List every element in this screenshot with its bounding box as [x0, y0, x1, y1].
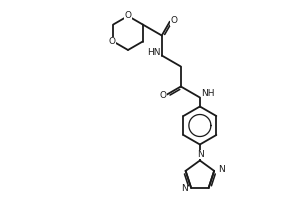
Text: O: O — [160, 91, 167, 100]
Text: HN: HN — [147, 48, 160, 57]
Text: N: N — [197, 150, 204, 159]
Text: O: O — [109, 37, 116, 46]
Text: O: O — [170, 16, 177, 25]
Text: O: O — [124, 11, 131, 21]
Text: N: N — [218, 165, 224, 174]
Text: N: N — [181, 184, 188, 193]
Text: NH: NH — [201, 89, 214, 98]
